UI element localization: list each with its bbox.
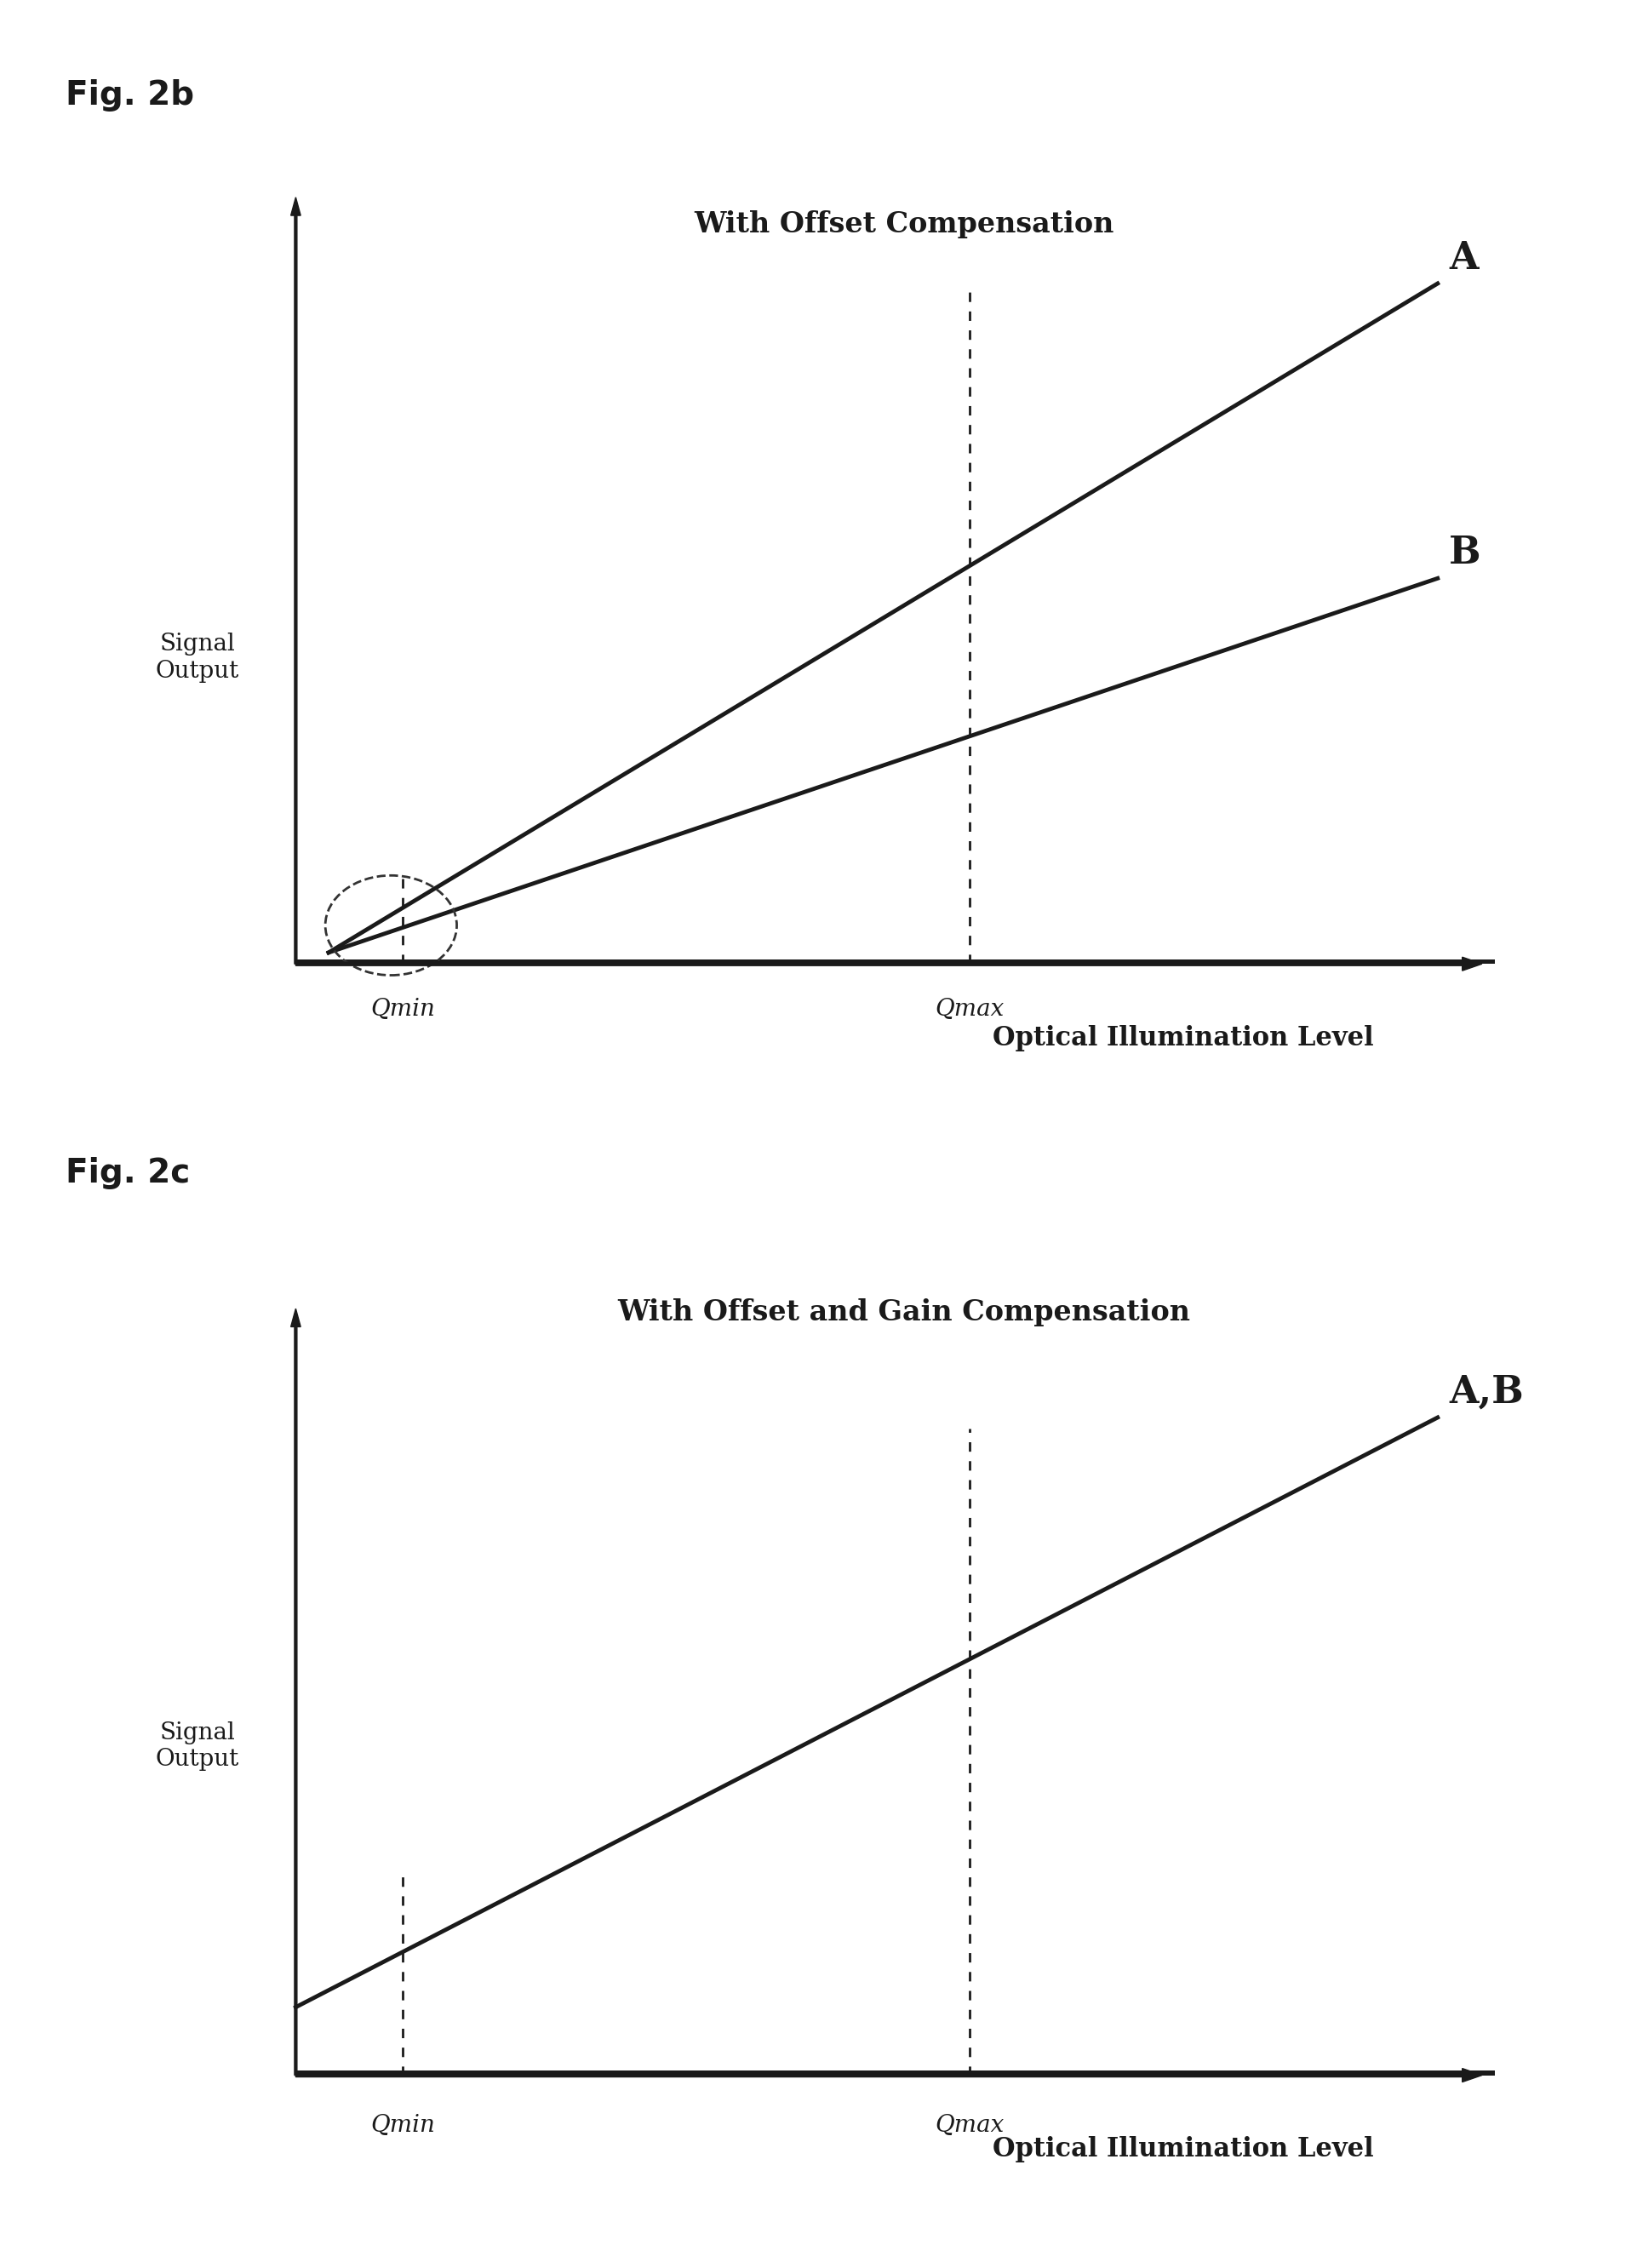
Text: With Offset Compensation: With Offset Compensation xyxy=(693,211,1114,238)
Text: Fig. 2c: Fig. 2c xyxy=(66,1157,191,1188)
Text: With Offset and Gain Compensation: With Offset and Gain Compensation xyxy=(618,1300,1190,1327)
Text: Qmax: Qmax xyxy=(935,2114,1004,2136)
Text: Optical Illumination Level: Optical Illumination Level xyxy=(992,1025,1374,1052)
Text: Qmin: Qmin xyxy=(370,2114,435,2136)
Text: Optical Illumination Level: Optical Illumination Level xyxy=(992,2136,1374,2164)
Text: Signal
Output: Signal Output xyxy=(156,1721,238,1771)
Text: Qmax: Qmax xyxy=(935,998,1004,1021)
Text: Signal
Output: Signal Output xyxy=(156,633,238,683)
Text: Qmin: Qmin xyxy=(370,998,435,1021)
Text: A: A xyxy=(1449,240,1479,277)
Text: A,B: A,B xyxy=(1449,1374,1523,1411)
Text: Fig. 2b: Fig. 2b xyxy=(66,79,194,111)
Text: B: B xyxy=(1449,535,1480,572)
